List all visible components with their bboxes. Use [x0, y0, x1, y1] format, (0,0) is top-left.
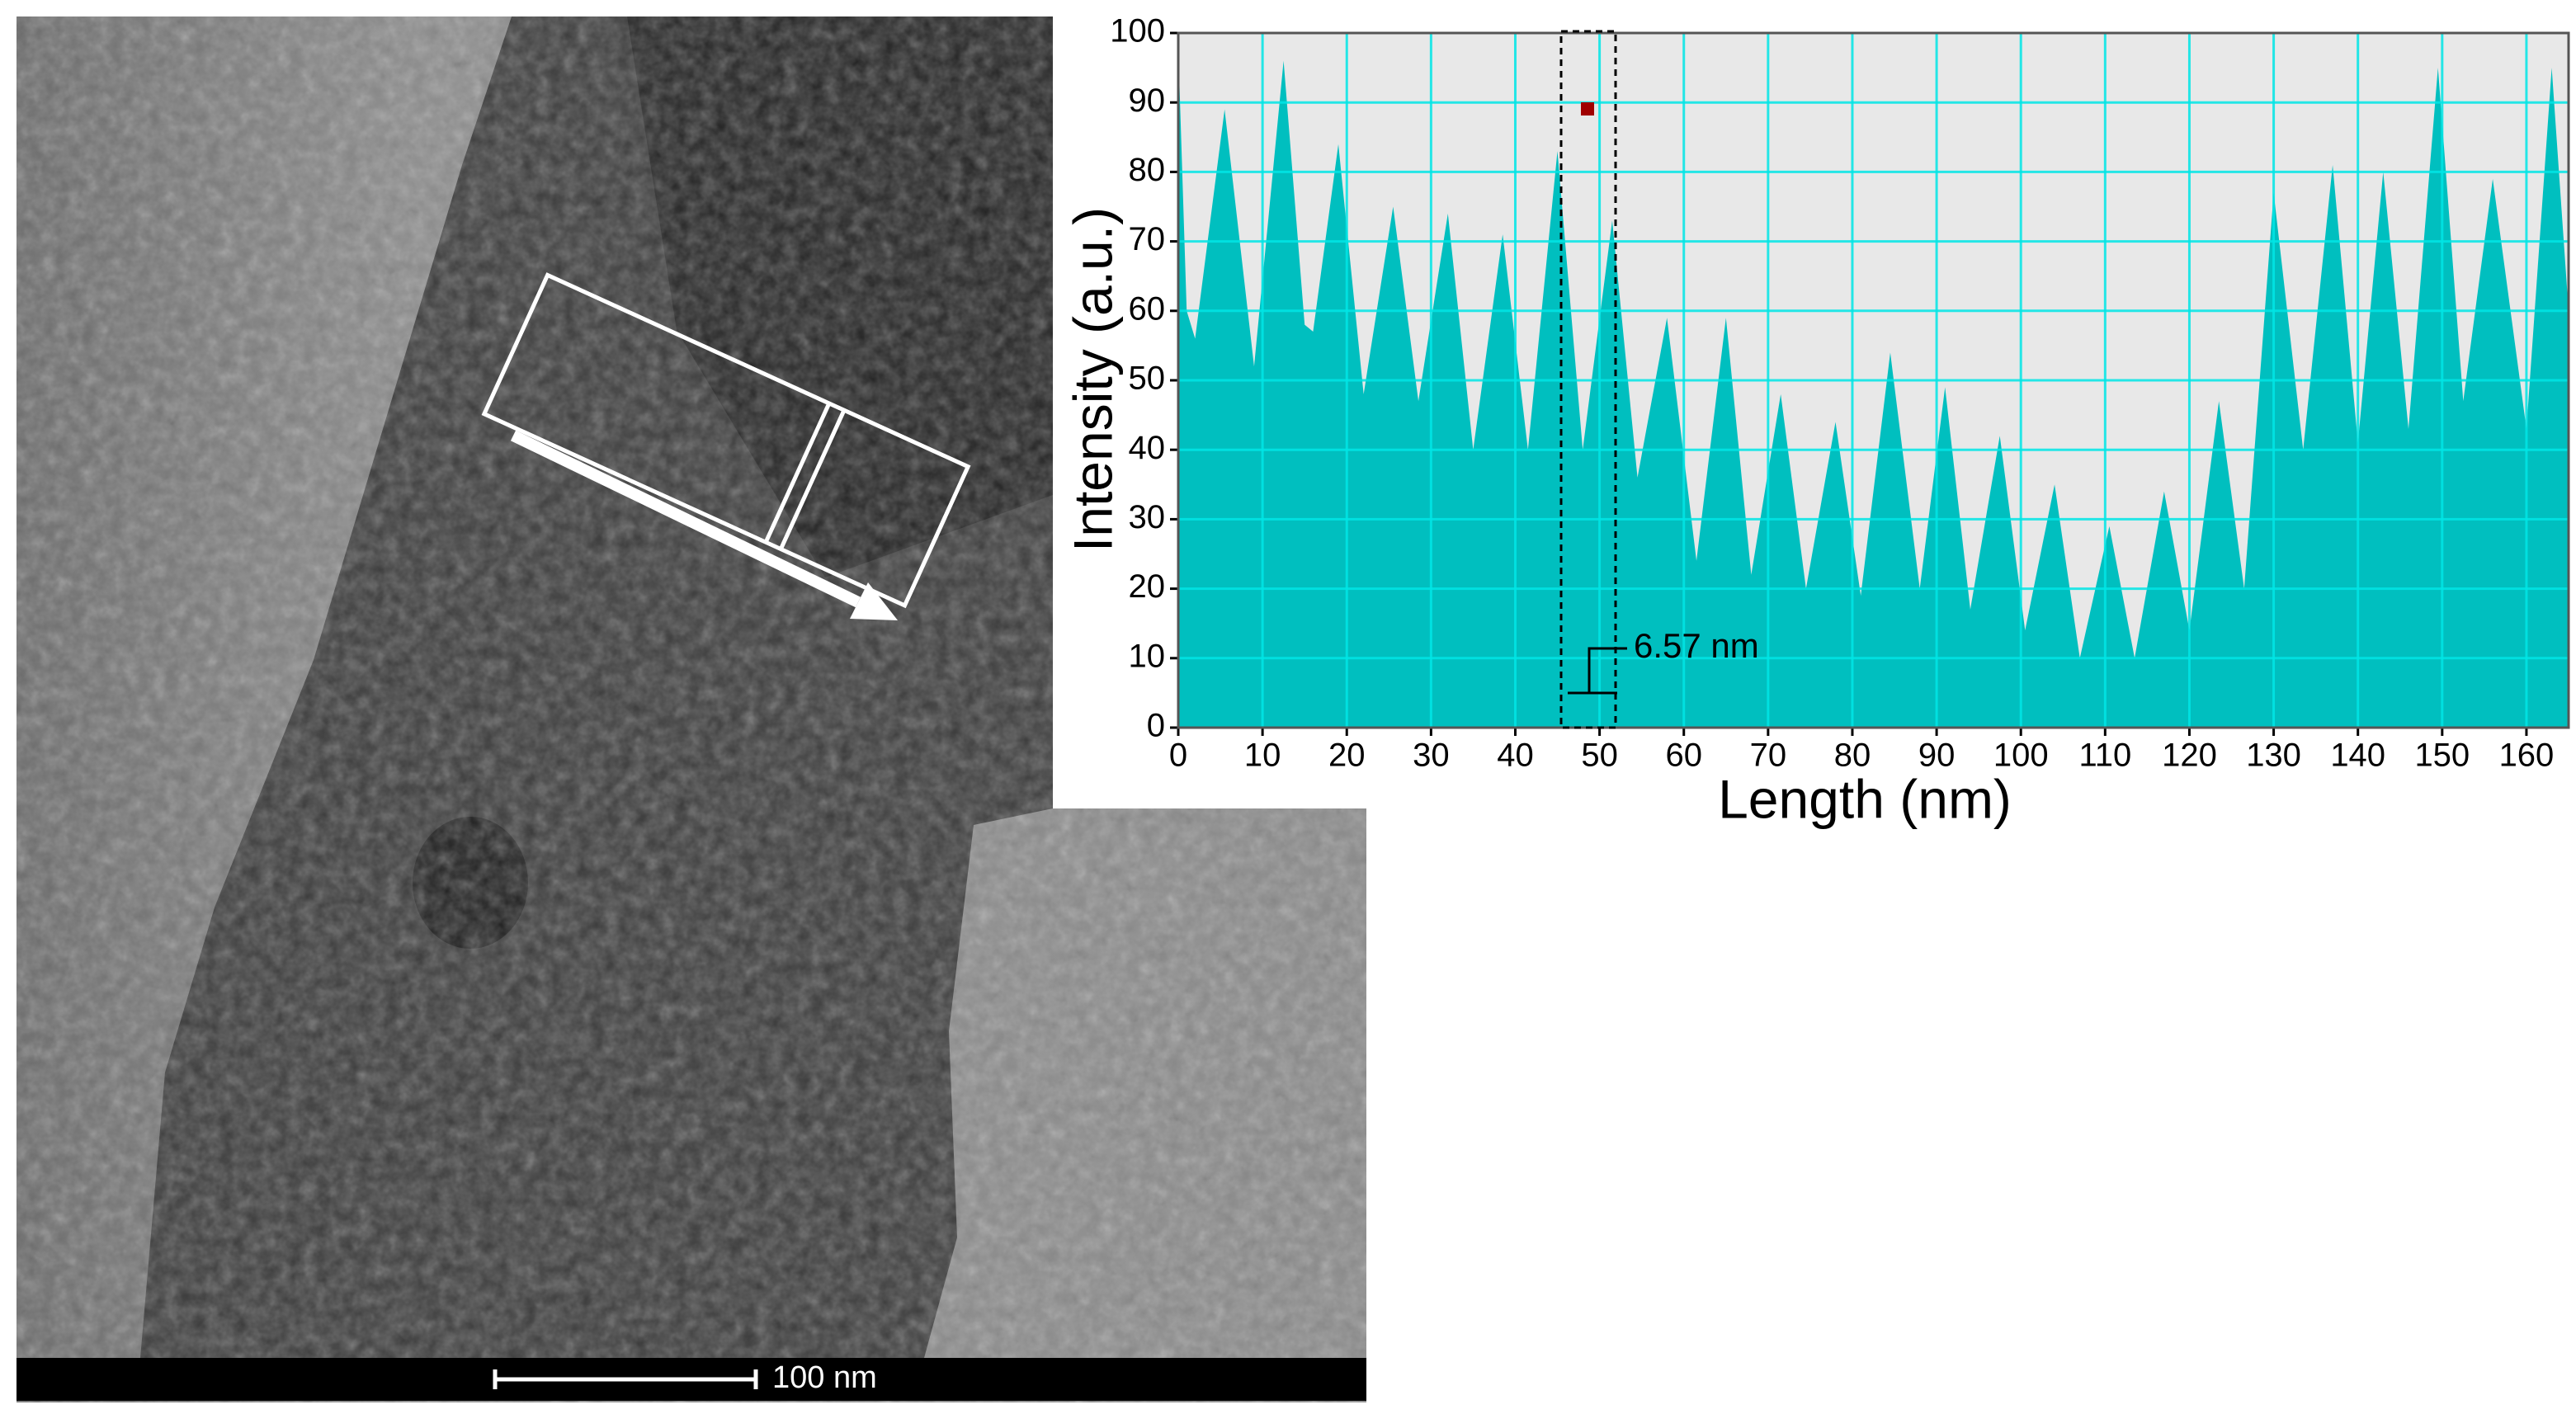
- x-tick-label: 100: [1993, 738, 2049, 774]
- annotation-leader: [1588, 647, 1627, 693]
- y-tick-label: 20: [1129, 568, 1166, 605]
- chart: 0 10 20 30 40 50 60 70 80 90 100 110 120 130 140 150 160…: [1110, 13, 2570, 774]
- x-tick-label: 40: [1497, 738, 1534, 774]
- plot-frame: [1177, 31, 2570, 729]
- y-tick-label: 70: [1129, 221, 1166, 257]
- y-tick-label: 90: [1129, 82, 1166, 119]
- y-tick-label: 80: [1129, 152, 1166, 188]
- y-tick-label: 100: [1110, 13, 1165, 49]
- x-tick-label: 110: [2078, 738, 2131, 774]
- selection-box: [1559, 30, 1617, 729]
- scale-bar-label: 100 nm: [772, 1360, 877, 1395]
- x-tick-label: 70: [1750, 738, 1787, 774]
- y-tick-label: 10: [1129, 638, 1166, 674]
- cursor-marker: [1581, 102, 1594, 115]
- x-tick-label: 80: [1834, 738, 1871, 774]
- annotation: 6.57 nm: [1634, 626, 1759, 665]
- y-tick-label: 40: [1129, 430, 1166, 466]
- x-tick-label: 130: [2246, 738, 2301, 774]
- x-tick-label: 60: [1665, 738, 1702, 774]
- x-tick-label: 150: [2414, 738, 2470, 774]
- x-tick-label: 20: [1328, 738, 1366, 774]
- y-tick-label: 30: [1129, 499, 1166, 535]
- x-axis-title: Length (nm): [1718, 768, 2012, 829]
- x-tick-label: 140: [2330, 738, 2385, 774]
- x-tick-label: 30: [1413, 738, 1450, 774]
- area: [1178, 46, 2569, 728]
- x-tick-label: 160: [2499, 738, 2555, 774]
- x-tick-label: 10: [1244, 738, 1281, 774]
- x-tick-label: 90: [1918, 738, 1956, 774]
- y-axis-title: Intensity (a.u.): [1062, 207, 1123, 552]
- y-tick-label: 60: [1129, 290, 1166, 327]
- y-tick-label: 0: [1147, 708, 1165, 744]
- x-tick-label: 120: [2162, 738, 2217, 774]
- x-tick-label: 50: [1581, 738, 1618, 774]
- x-tick-label: 0: [1169, 738, 1187, 774]
- y-tick-label: 50: [1129, 361, 1166, 397]
